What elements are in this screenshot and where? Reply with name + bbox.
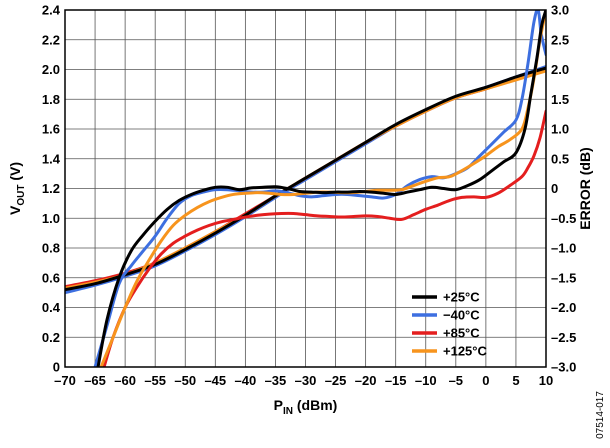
y-left-tick-label: 1.0: [42, 211, 60, 226]
y-left-tick-label: 2.0: [42, 62, 60, 77]
legend: +25°C −40°C +85°C +125°C: [412, 290, 487, 359]
x-tick-label: –40: [235, 373, 257, 388]
x-axis-title: PIN (dBm): [274, 397, 338, 417]
x-tick-label: –70: [54, 373, 76, 388]
y-right-tick-label: 1.0: [551, 122, 569, 137]
y-right-tick-label: 2.5: [551, 32, 569, 47]
x-tick-label: –10: [415, 373, 437, 388]
x-tick-label: –65: [84, 373, 106, 388]
y-left-tick-label: 1.6: [42, 122, 60, 137]
x-tick-label: –30: [295, 373, 317, 388]
series-group: [65, 10, 546, 367]
x-tick-label: –15: [385, 373, 407, 388]
y-right-tick-label: –2.5: [551, 330, 576, 345]
x-tick-label: 10: [539, 373, 553, 388]
y-right-tick-label: 3.0: [551, 3, 569, 18]
plot-curves: [65, 10, 546, 367]
x-tick-label: –45: [204, 373, 226, 388]
y-left-tick-label: 0: [53, 360, 60, 375]
y-right-tick-label: 0: [551, 181, 558, 196]
error-curve-25C: [96, 10, 546, 367]
y-right-tick-label: –2.0: [551, 300, 576, 315]
y-right-axis-title: ERROR (dB): [577, 147, 593, 229]
error-curve-40C: [93, 10, 546, 367]
x-tick-label: –20: [355, 373, 377, 388]
error-curve-85C: [102, 109, 546, 367]
y-left-tick-label: 1.8: [42, 92, 60, 107]
y-right-tick-label: 2.0: [551, 62, 569, 77]
y-left-tick-label: 2.4: [42, 3, 61, 18]
y-left-tick-label: 1.4: [42, 151, 61, 166]
x-tick-label: –25: [325, 373, 347, 388]
y-left-tick-label: 0.2: [42, 330, 60, 345]
legend-label: +85°C: [443, 326, 480, 341]
x-tick-label: –35: [265, 373, 287, 388]
legend-label: −40°C: [443, 308, 480, 323]
y-right-tick-label: –1.0: [551, 241, 576, 256]
legend-label: +125°C: [443, 344, 487, 359]
plot-frame: [64, 9, 547, 368]
y-right-tick-label: –0.5: [551, 211, 576, 226]
y-left-tick-label: 1.2: [42, 181, 60, 196]
vout-line-25C: [65, 66, 546, 292]
y-left-tick-label: 0.4: [42, 300, 61, 315]
x-tick-label: –55: [144, 373, 166, 388]
y-left-tick-label: 0.6: [42, 270, 60, 285]
x-tick-label: 0: [482, 373, 489, 388]
y-left-tick-label: 2.2: [42, 32, 60, 47]
y-right-tick-label: –1.5: [551, 270, 576, 285]
y-left-tick-label: 0.8: [42, 241, 60, 256]
x-tick-label: –60: [114, 373, 136, 388]
x-tick-label: 5: [512, 373, 519, 388]
y-right-tick-label: –3.0: [551, 360, 576, 375]
y-right-tick-label: 1.5: [551, 92, 569, 107]
figure-code: 07514-017: [595, 391, 606, 439]
tick-labels: –70 –65 –60 –55 –50 –45 –40 –35 –30 –25 –20 –15 –10–…: [42, 3, 576, 389]
x-tick-label: –5: [449, 373, 463, 388]
y-right-tick-label: 0.5: [551, 151, 569, 166]
x-tick-label: –50: [174, 373, 196, 388]
y-left-axis-title: VOUT (V): [7, 162, 27, 215]
legend-label: +25°C: [443, 290, 480, 305]
